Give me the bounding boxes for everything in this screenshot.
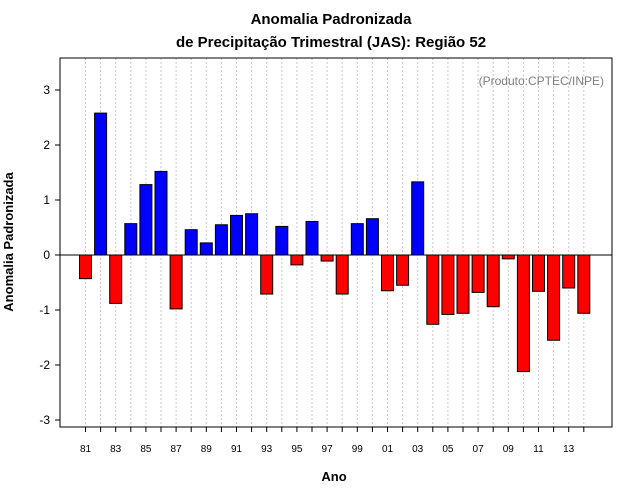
bar-11 [532,254,545,292]
bar-02 [396,254,410,286]
y-tick-label: 2 [43,138,50,152]
bar-14 [577,254,591,314]
bar-98 [335,254,349,295]
x-tick-label: 03 [412,444,424,455]
plot-frame [59,57,613,428]
bar-04 [426,254,440,325]
bar-07 [471,254,485,293]
bar-99 [350,223,364,256]
x-tick-label: 99 [352,444,364,455]
bar-12 [547,254,561,341]
bar-91 [230,214,243,256]
x-tick-label: 85 [140,444,152,455]
y-tick-label: -1 [39,303,50,317]
credit-label: (Produto:CPTEC/INPE) [479,74,604,88]
x-tick-label: 11 [533,444,544,455]
bar-01 [381,254,394,292]
bar-88 [184,229,198,256]
bar-03 [411,181,425,256]
bar-83 [109,254,123,304]
x-tick-label: 87 [171,444,183,455]
x-tick-label: 89 [201,444,213,455]
bar-08 [486,254,500,308]
bar-05 [441,254,455,315]
bar-81 [79,254,92,280]
bar-85 [139,184,153,256]
bar-90 [214,224,228,256]
bar-96 [305,220,319,256]
chart-title-line2: de Precipitação Trimestral (JAS): Região… [176,34,486,51]
y-tick-label: -2 [39,358,50,372]
x-tick-label: 13 [563,444,575,455]
y-tick-label: 0 [43,248,50,262]
bar-89 [199,242,213,256]
x-tick-label: 97 [322,444,334,455]
bar-97 [320,254,334,262]
y-tick-label: 3 [43,83,50,97]
bar-95 [290,254,304,266]
x-tick-label: 07 [473,444,485,455]
chart-title-line1: Anomalia Padronizada [251,11,413,28]
bar-06 [456,254,470,314]
y-tick-label: -3 [39,413,50,427]
bar-82 [94,112,108,256]
x-tick-label: 93 [261,444,273,455]
x-tick-label: 05 [442,444,454,455]
x-tick-label: 91 [231,444,243,455]
x-tick-label: 95 [291,444,303,455]
x-axis: 81 83 85 87 89 91 93 95 97 99 01 03 05 07 09 11 13 [80,427,585,455]
bar-86 [154,170,168,256]
bar-09 [501,254,515,260]
y-axis-title: Anomalia Padronizada [1,172,16,312]
y-axis: -3 -2 -1 0 1 2 3 [39,83,60,427]
bar-94 [275,225,289,256]
bar-92 [245,213,259,256]
bar-10 [516,254,530,373]
x-tick-label: 01 [382,444,394,455]
x-tick-label: 81 [80,444,92,455]
bar-00 [365,218,379,256]
bar-13 [562,254,576,289]
y-tick-label: 1 [43,193,50,207]
bar-87 [169,254,183,310]
x-tick-label: 83 [110,444,122,455]
bar-84 [124,223,138,256]
bars [79,112,591,373]
x-tick-label: 09 [503,444,515,455]
bar-93 [260,254,274,295]
x-axis-title: Ano [321,469,346,484]
